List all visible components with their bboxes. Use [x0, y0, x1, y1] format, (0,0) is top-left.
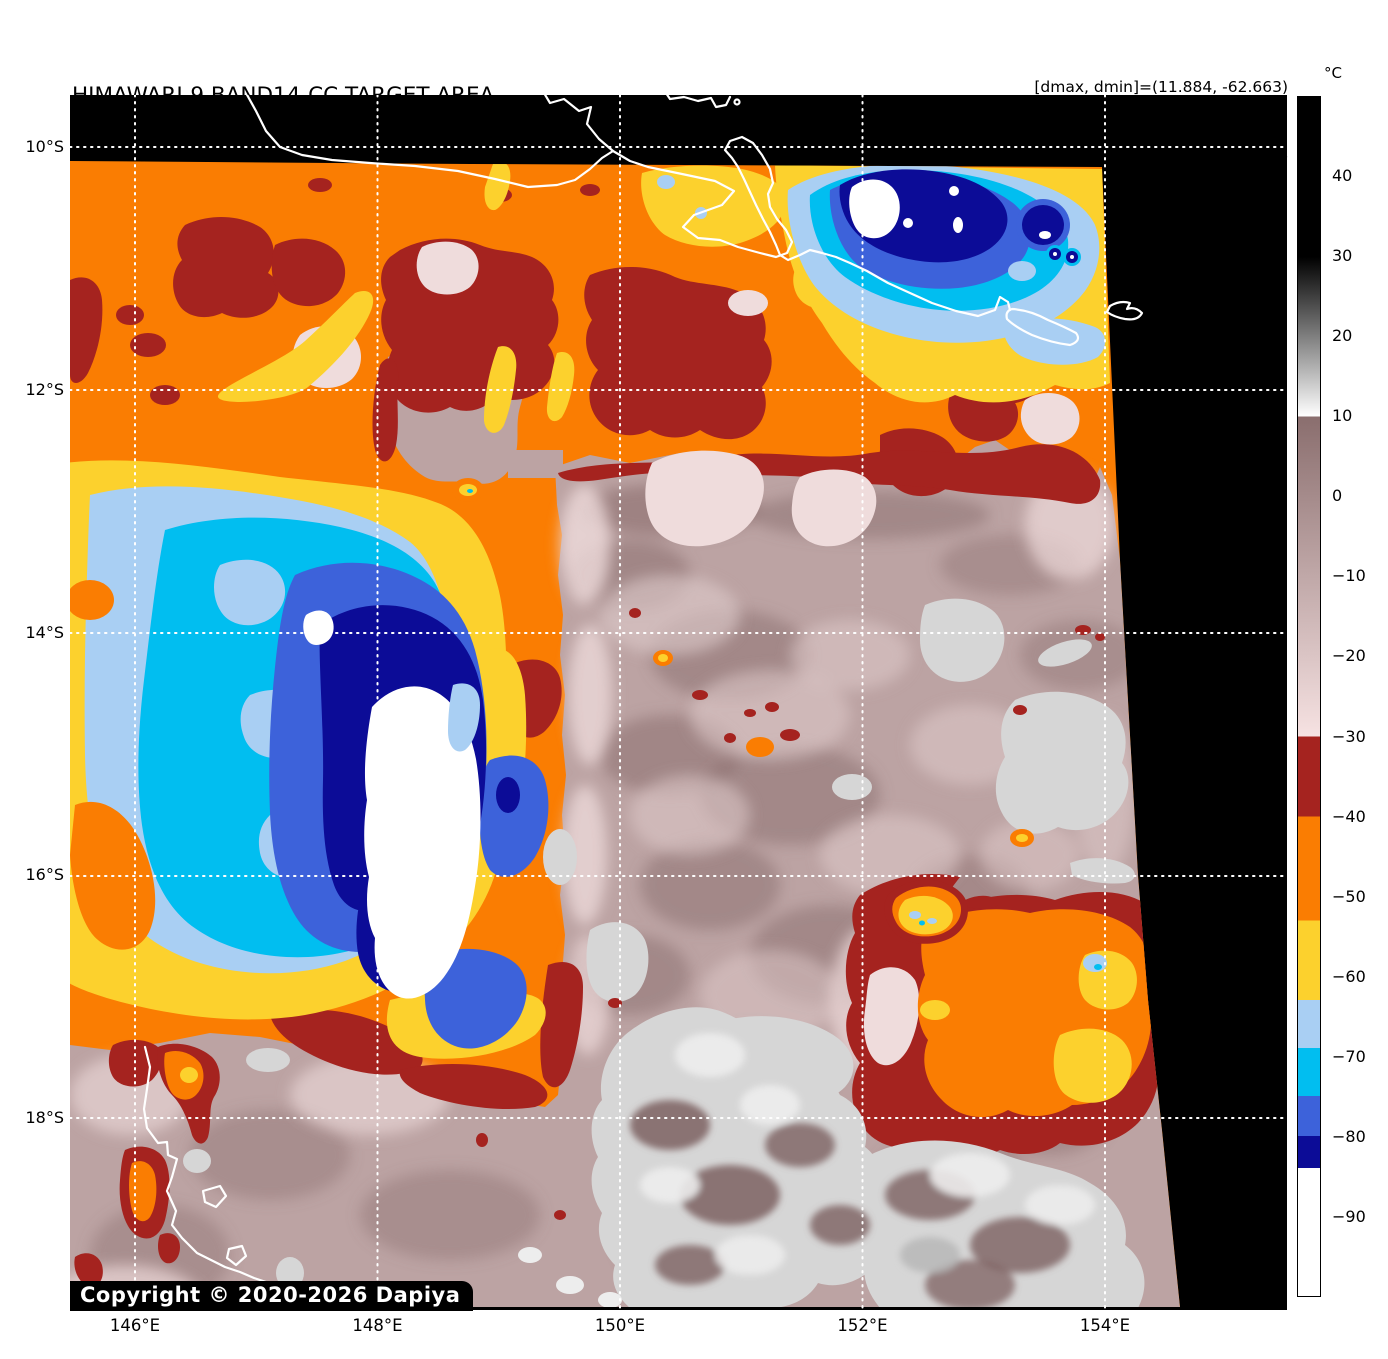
se-storm-blob — [845, 874, 1167, 1159]
colorbar-tick: 40 — [1332, 166, 1353, 186]
lat-tick-label: 12°S — [25, 379, 64, 399]
lon-tick-label: 154°E — [1079, 1316, 1131, 1335]
ir-imagery — [70, 161, 1180, 1307]
qld-island-2 — [225, 1244, 248, 1267]
qld-island-1 — [201, 1184, 228, 1209]
colorbar-tick: −80 — [1332, 1126, 1366, 1146]
colorbar-tick: 0 — [1332, 486, 1343, 506]
lon-tick-label: 148°E — [352, 1316, 403, 1335]
main-storm-cold-cloud — [70, 460, 549, 1059]
lon-tick-label: 150°E — [594, 1316, 646, 1335]
colorbar-unit-label: °C — [1324, 64, 1342, 82]
graticule-gridlines — [70, 95, 1287, 1310]
lon-tick-label: 146°E — [109, 1316, 161, 1335]
lon-tick-label: 152°E — [837, 1316, 888, 1335]
colorbar-tick: −10 — [1332, 566, 1366, 586]
small-specks — [452, 478, 1105, 1220]
png-coast-south — [611, 135, 1012, 318]
png-top-islets — [666, 95, 732, 109]
lat-tick-label: 14°S — [25, 622, 64, 642]
png-coast-north — [245, 95, 615, 189]
lat-tick-label: 18°S — [25, 1108, 64, 1128]
queensland-coast — [142, 1045, 300, 1294]
lat-tick-label: 10°S — [25, 137, 64, 156]
colorbar-tick: −40 — [1332, 806, 1366, 826]
colorbar-tick: −90 — [1332, 1206, 1366, 1226]
temperature-colorbar — [1297, 96, 1321, 1297]
coastlines — [142, 95, 1144, 1294]
colorbar-tick: 30 — [1332, 246, 1353, 266]
offshore-island — [1105, 300, 1144, 321]
grey-cloud-patches — [183, 598, 1145, 1307]
png-coast-descent — [543, 95, 615, 153]
islet-dot — [733, 98, 741, 106]
colorbar-tick: 20 — [1332, 326, 1353, 346]
milne-bay-island — [1005, 307, 1080, 347]
colorbar-tick: −20 — [1332, 646, 1366, 666]
colorbar-tick: −60 — [1332, 966, 1366, 986]
lat-tick-label: 16°S — [25, 865, 64, 885]
colorbar-tick: 10 — [1332, 406, 1353, 426]
satellite-map — [70, 95, 1287, 1310]
colorbar-tick: −70 — [1332, 1046, 1366, 1066]
dmax-dmin-readout: [dmax, dmin]=(11.884, -62.663) — [1034, 78, 1288, 96]
satellite-scene — [70, 95, 1287, 1310]
colorbar-tick: −30 — [1332, 726, 1366, 746]
copyright-badge: Copyright © 2020-2026 Dapiya — [70, 1281, 474, 1311]
colorbar-tick: −50 — [1332, 886, 1366, 906]
